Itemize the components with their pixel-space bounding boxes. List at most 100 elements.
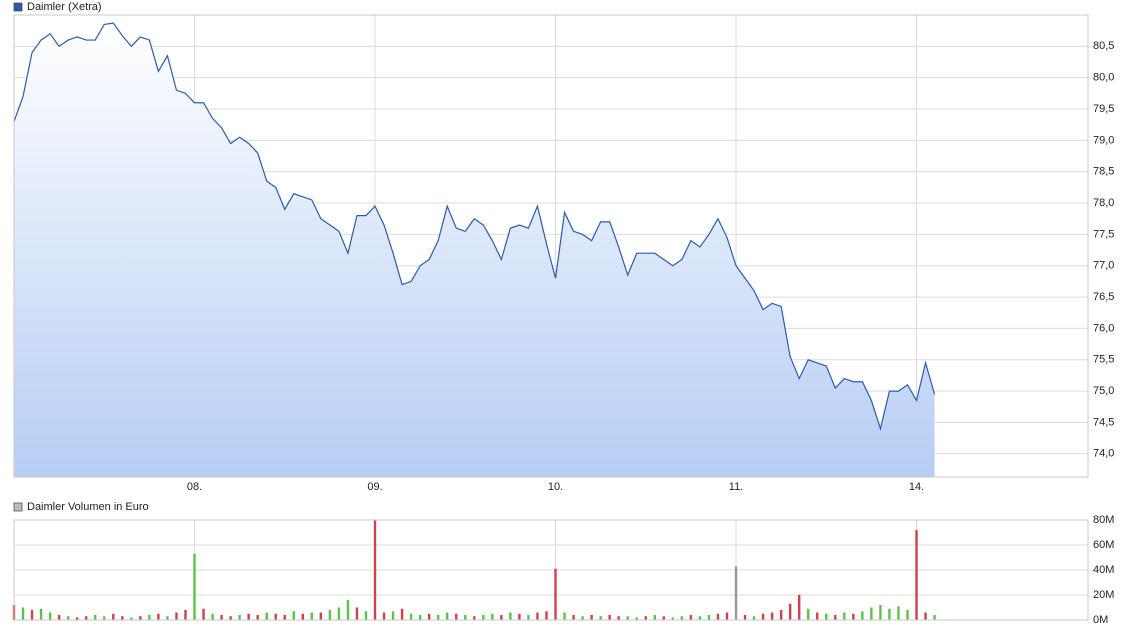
- volume-bar: [870, 607, 873, 620]
- x-tick-label: 14.: [909, 481, 924, 493]
- volume-bar: [662, 616, 666, 620]
- volume-bar: [545, 611, 548, 620]
- volume-bar: [509, 612, 512, 620]
- volume-bar: [689, 615, 693, 620]
- volume-bar: [518, 613, 521, 620]
- volume-bar: [346, 600, 350, 620]
- volume-bar: [310, 612, 314, 620]
- volume-bar: [680, 616, 684, 620]
- y-tick-label: 76,0: [1093, 322, 1114, 334]
- volume-bar: [355, 607, 359, 620]
- volume-bar: [446, 612, 449, 620]
- volume-bar: [473, 616, 476, 620]
- volume-bar: [85, 616, 88, 620]
- volume-bar: [752, 616, 756, 620]
- volume-bar: [536, 612, 539, 620]
- y-tick-label: 79,0: [1093, 134, 1114, 146]
- volume-bar: [590, 615, 593, 620]
- volume-bar: [761, 613, 765, 620]
- volume-bar: [491, 613, 494, 620]
- volume-bar: [671, 617, 675, 620]
- volume-bar: [337, 607, 341, 620]
- volume-bar: [816, 612, 819, 620]
- volume-bar: [184, 610, 187, 620]
- volume-bar: [707, 615, 711, 620]
- volume-bar: [148, 615, 151, 620]
- volume-bar: [94, 615, 97, 620]
- volume-bar: [364, 611, 368, 620]
- volume-bar: [283, 615, 286, 620]
- volume-bar: [292, 611, 295, 620]
- volume-bar: [608, 615, 611, 620]
- volume-bar: [418, 615, 422, 620]
- volume-bar: [75, 617, 79, 620]
- volume-bar: [202, 608, 205, 620]
- volume-bar: [130, 617, 133, 620]
- volume-bar: [635, 617, 638, 620]
- y-tick-label: 80,0: [1093, 72, 1114, 84]
- volume-bar: [427, 613, 431, 620]
- volume-bar: [464, 615, 467, 620]
- y-tick-label: 80,5: [1093, 40, 1114, 52]
- volume-bar: [807, 608, 810, 620]
- volume-bar: [626, 616, 629, 620]
- volume-bar: [644, 616, 647, 620]
- volume-bar: [770, 612, 774, 620]
- plot-frame: [13, 519, 1089, 621]
- volume-bar: [788, 603, 792, 620]
- y-tick-label: 78,5: [1093, 166, 1114, 178]
- volume-bar: [301, 613, 305, 620]
- volume-bar: [166, 616, 169, 620]
- legend-label: Daimler Volumen in Euro: [27, 501, 149, 513]
- volume-bar: [66, 616, 70, 620]
- volume-bar: [319, 612, 323, 620]
- volume-bar: [265, 612, 268, 620]
- volume-bar: [247, 613, 250, 620]
- volume-bar: [382, 612, 386, 620]
- volume-bar: [933, 615, 936, 620]
- legend-swatch: [13, 502, 23, 512]
- volume-bar: [716, 613, 720, 620]
- volume-panel: Daimler Volumen in Euro 0M 20M 40M 60M 80M: [12, 501, 1114, 626]
- volume-bar: [797, 595, 801, 620]
- volume-bar: [391, 611, 395, 620]
- volume-bar: [599, 616, 602, 620]
- volume-bar: [274, 613, 277, 620]
- volume-bar: [30, 610, 34, 620]
- volume-bar: [906, 610, 909, 620]
- volume-bar: [843, 612, 846, 620]
- plot-frame: [13, 14, 1089, 478]
- volume-bar: [39, 608, 43, 620]
- volume-bar: [861, 611, 864, 620]
- volume-bar: [238, 615, 241, 620]
- volume-bar: [220, 615, 223, 620]
- volume-bar: [527, 615, 530, 620]
- volume-bar: [554, 568, 557, 620]
- volume-bar: [834, 615, 837, 620]
- volume-bar: [924, 612, 927, 620]
- volume-bar: [400, 608, 404, 620]
- volume-bar: [48, 612, 52, 620]
- x-tick-label: 10.: [548, 481, 563, 493]
- legend-swatch: [13, 2, 23, 12]
- area: [14, 23, 935, 478]
- volume-bar: [328, 610, 332, 620]
- y-tick-label: 0M: [1093, 614, 1108, 626]
- volume-bar: [825, 613, 828, 620]
- y-tick-label: 80M: [1093, 514, 1114, 526]
- volume-bar: [57, 615, 61, 620]
- volume-bar: [373, 520, 377, 620]
- volume-bar: [103, 616, 106, 620]
- y-tick-label: 75,5: [1093, 354, 1114, 366]
- volume-bar: [21, 607, 25, 620]
- x-tick-label: 09.: [367, 481, 382, 493]
- volume-bar: [229, 616, 232, 620]
- volume-bar: [915, 530, 918, 620]
- volume-bar: [572, 615, 575, 620]
- x-tick-label: 11.: [729, 481, 743, 493]
- y-tick-label: 75,0: [1093, 385, 1114, 397]
- volume-bar: [897, 606, 900, 620]
- volume-bar: [175, 612, 178, 620]
